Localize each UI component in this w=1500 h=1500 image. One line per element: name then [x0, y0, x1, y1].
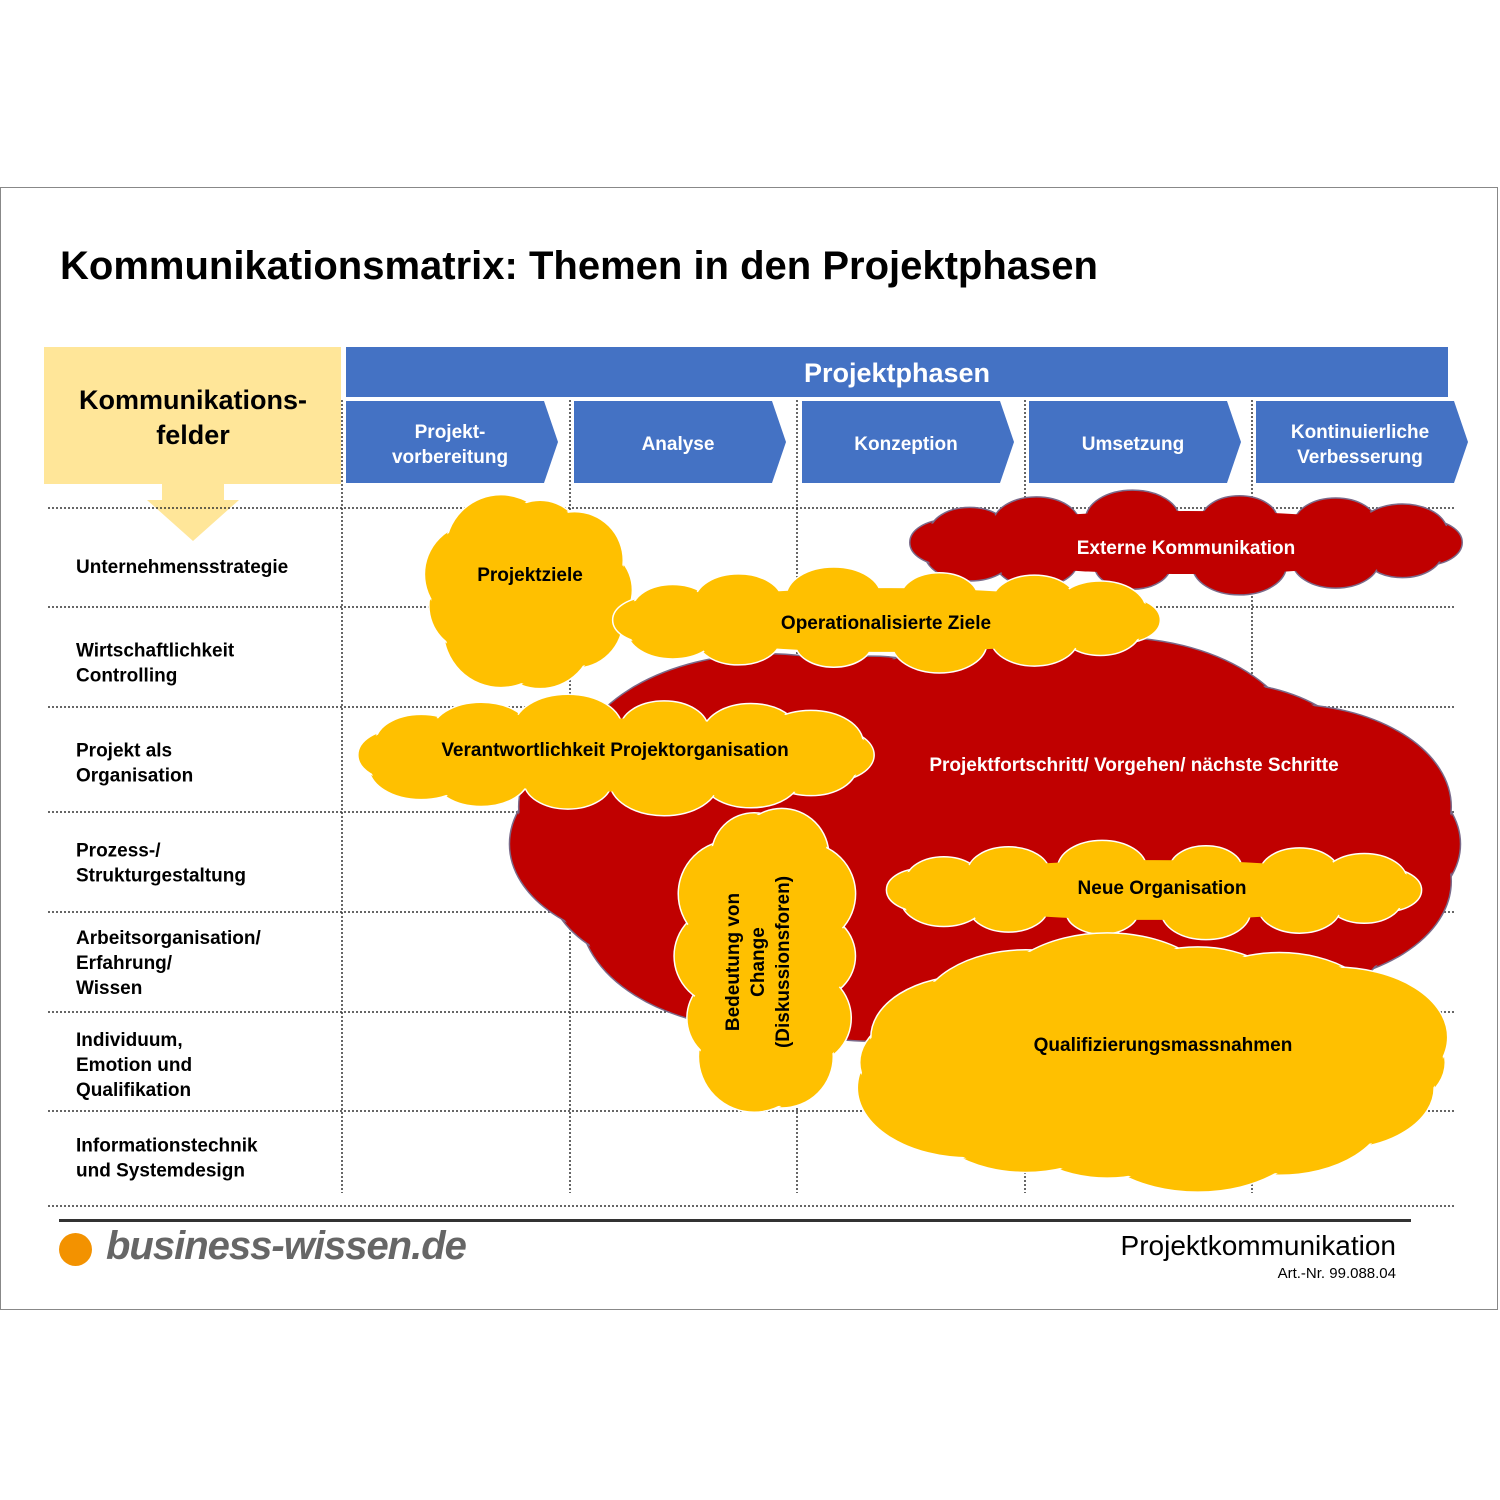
phase-label: Analyse: [642, 434, 715, 455]
phase-label: Kontinuierliche: [1291, 422, 1429, 443]
row-label-line: Wirtschaftlichkeit: [76, 641, 235, 662]
footer-topic: Projektkommunikation: [1120, 1230, 1396, 1261]
cloud-label: Neue Organisation: [1078, 878, 1247, 899]
row-label-line: Wissen: [76, 978, 142, 999]
cloud-externe-kommunikation: Externe Kommunikation: [909, 489, 1463, 596]
phase-chevron-1: Projekt-vorbereitung: [346, 401, 558, 483]
fields-down-arrow: [147, 500, 239, 541]
row-label-line: Emotion und: [76, 1055, 192, 1076]
cloud-label: Change: [748, 927, 769, 997]
row-label: Unternehmensstrategie: [76, 557, 288, 578]
cloud-neue-organisation: Neue Organisation: [885, 839, 1423, 941]
row-label-line: Controlling: [76, 666, 177, 687]
phase-chevron-4: Umsetzung: [1029, 401, 1241, 483]
phase-label: Konzeption: [854, 434, 957, 455]
cloud-label: Operationalisierte Ziele: [781, 613, 991, 634]
row-label: Arbeitsorganisation/Erfahrung/Wissen: [76, 928, 261, 999]
phase-label: vorbereitung: [392, 447, 508, 468]
phase-chevron-5: Kontinuierliche Verbesserung: [1256, 401, 1468, 483]
phase-chevron-3: Konzeption: [802, 401, 1014, 483]
cloud-label: Bedeutung von: [723, 893, 744, 1031]
fields-header-box: [44, 347, 341, 484]
cloud-label: (Diskussionsforen): [773, 876, 794, 1048]
footer-article-number: Art.-Nr. 99.088.04: [1277, 1265, 1396, 1282]
row-label-line: Unternehmensstrategie: [76, 557, 288, 578]
chevron-shape: [1256, 401, 1468, 483]
logo: business-wissen.de: [106, 1224, 467, 1268]
page-title: Kommunikationsmatrix: Themen in den Proj…: [60, 244, 1098, 288]
chevron-shape: [346, 401, 558, 483]
fields-header-label-2: felder: [156, 420, 230, 450]
fields-header-label-1: Kommunikations-: [79, 385, 307, 415]
phase-label: Verbesserung: [1297, 447, 1423, 468]
phases-header-bar: [346, 347, 1448, 397]
cloud-bedeutung-change: Bedeutung von Change (Diskussionsforen): [673, 807, 857, 1114]
row-label: Projekt als Organisation: [76, 741, 193, 787]
row-label-line: Organisation: [76, 766, 193, 787]
row-label-line: Projekt als: [76, 741, 172, 762]
row-label: Prozess-/ Strukturgestaltung: [76, 841, 246, 887]
cloud-label: Qualifizierungsmassnahmen: [1034, 1035, 1293, 1056]
cloud-label: Externe Kommunikation: [1077, 538, 1296, 559]
cloud-verantwortlichkeit: Verantwortlichkeit Projektorganisation: [357, 693, 875, 817]
row-label-line: Erfahrung/: [76, 953, 173, 974]
row-label-line: Arbeitsorganisation/: [76, 928, 261, 949]
row-label-line: Individuum,: [76, 1030, 183, 1051]
row-label-line: Informationstechnik: [76, 1136, 258, 1157]
fields-arrow-stem: [162, 484, 224, 501]
logo-dot-icon: [59, 1233, 92, 1266]
phases-header-label: Projektphasen: [804, 358, 990, 388]
cloud-label: Projektziele: [477, 565, 583, 586]
chevron-shape: [574, 401, 786, 483]
cloud-label: Verantwortlichkeit Projektorganisation: [441, 740, 788, 761]
chevron-shape: [1029, 401, 1241, 483]
row-label: Informationstechnik und Systemdesign: [76, 1136, 258, 1182]
row-label-line: Qualifikation: [76, 1080, 191, 1101]
row-label-line: und Systemdesign: [76, 1161, 245, 1182]
slide-frame: [0, 187, 1498, 1310]
footer-divider: [59, 1219, 1411, 1222]
row-label-line: Strukturgestaltung: [76, 866, 246, 887]
phase-label: Umsetzung: [1082, 434, 1184, 455]
phase-label: Projekt-: [415, 422, 486, 443]
chevron-shape: [802, 401, 1014, 483]
phase-chevron-2: Analyse: [574, 401, 786, 483]
cloud-projektziele: Projektziele: [423, 493, 634, 690]
row-label: Wirtschaftlichkeit Controlling: [76, 641, 235, 687]
cloud-qualifizierung: Qualifizierungsmassnahmen: [856, 932, 1449, 1193]
cloud-label: Projektfortschritt/ Vorgehen/ nächste Sc…: [929, 755, 1338, 776]
cloud-operationalisierte-ziele: Operationalisierte Ziele: [611, 566, 1162, 674]
row-label: Individuum, Emotion und Qualifikation: [76, 1030, 192, 1101]
row-label-line: Prozess-/: [76, 841, 161, 862]
